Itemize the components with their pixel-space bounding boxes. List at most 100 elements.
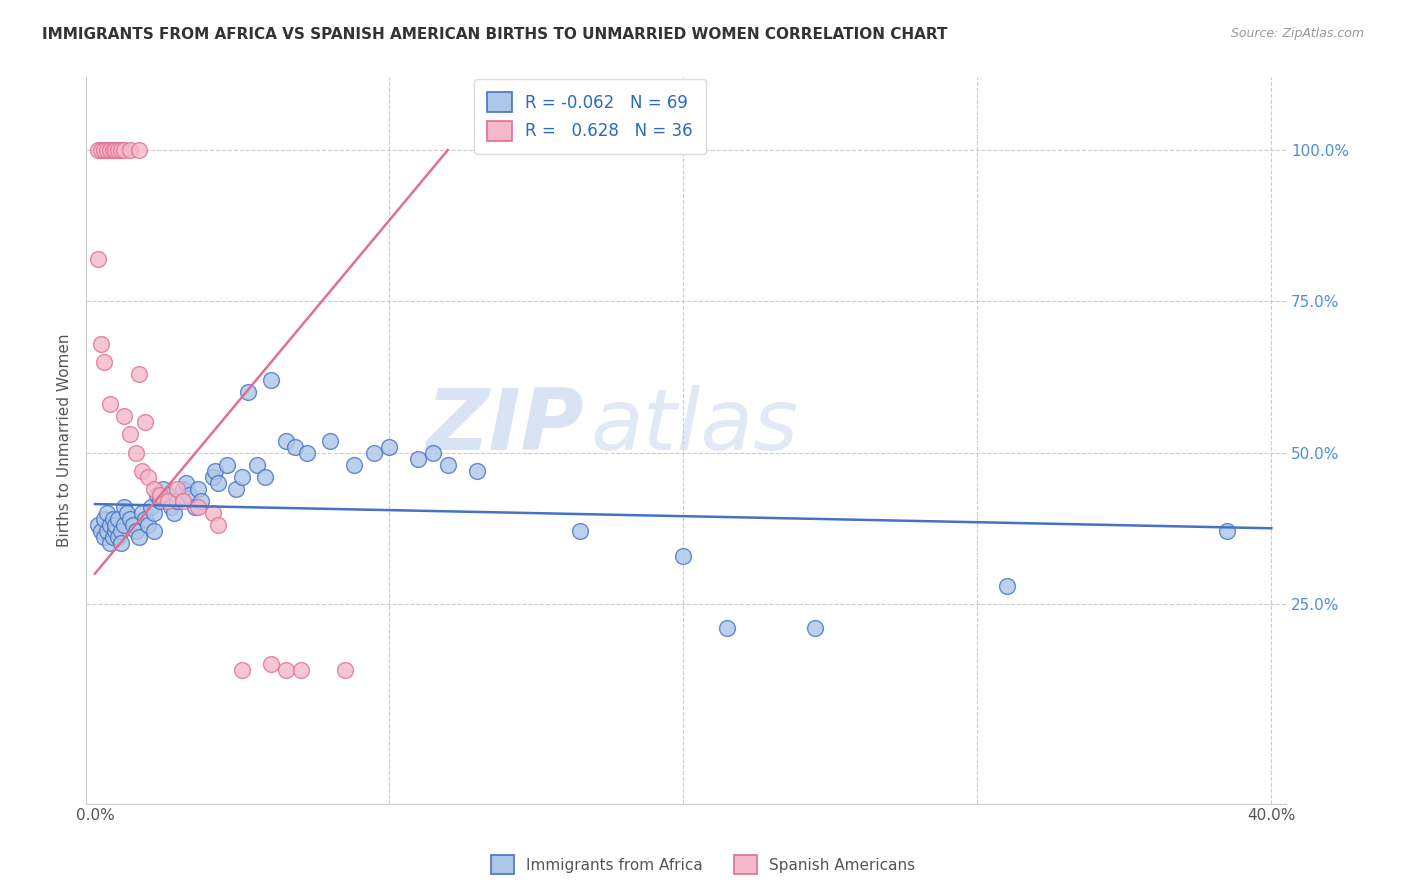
Point (139, 500, 162, 514)
Point (149, 488, 172, 502)
Point (716, 621, 738, 635)
Point (122, 518, 145, 533)
Point (125, 524, 148, 539)
Point (112, 500, 135, 514)
Point (149, 494, 172, 508)
Point (142, 524, 165, 539)
Text: atlas: atlas (591, 384, 799, 467)
Point (104, 524, 127, 539)
Point (96, 506, 118, 520)
Point (672, 549, 695, 563)
Point (131, 506, 153, 520)
Point (87, 143, 110, 157)
Point (112, 143, 135, 157)
Point (120, 512, 142, 526)
Point (152, 482, 174, 496)
Point (569, 524, 592, 539)
Point (422, 445, 444, 459)
Point (166, 482, 188, 496)
Point (104, 518, 127, 533)
Point (260, 657, 283, 672)
Point (142, 506, 165, 520)
Point (207, 518, 229, 533)
Point (207, 475, 229, 490)
Legend: Immigrants from Africa, Spanish Americans: Immigrants from Africa, Spanish American… (485, 849, 921, 880)
Point (90, 143, 112, 157)
Point (160, 500, 183, 514)
Point (184, 500, 207, 514)
Text: Source: ZipAtlas.com: Source: ZipAtlas.com (1230, 27, 1364, 40)
Point (166, 494, 188, 508)
Point (128, 530, 150, 544)
Point (98, 397, 121, 411)
Point (104, 143, 127, 157)
Point (343, 458, 366, 472)
Point (131, 464, 153, 478)
Point (204, 464, 226, 478)
Point (112, 409, 135, 424)
Point (172, 494, 194, 508)
Point (260, 373, 283, 387)
Point (128, 143, 150, 157)
Point (134, 416, 156, 430)
Legend: R = -0.062   N = 69, R =   0.628   N = 36: R = -0.062 N = 69, R = 0.628 N = 36 (474, 78, 706, 154)
Point (87, 252, 110, 266)
Point (93, 530, 115, 544)
Point (187, 482, 209, 496)
Point (231, 470, 253, 484)
Point (995, 579, 1018, 593)
Point (98, 143, 121, 157)
Text: ZIP: ZIP (426, 384, 583, 467)
Point (295, 445, 318, 459)
Point (107, 143, 129, 157)
Point (120, 143, 142, 157)
Point (110, 524, 132, 539)
Point (333, 664, 356, 678)
Point (98, 518, 121, 533)
Point (93, 512, 115, 526)
Point (112, 518, 135, 533)
Point (101, 530, 124, 544)
Point (157, 488, 180, 502)
Point (378, 440, 401, 454)
Point (246, 458, 269, 472)
Point (177, 488, 200, 502)
Point (125, 445, 148, 459)
Point (187, 500, 209, 514)
Point (134, 512, 156, 526)
Point (93, 143, 115, 157)
Point (145, 488, 167, 502)
Text: IMMIGRANTS FROM AFRICA VS SPANISH AMERICAN BIRTHS TO UNMARRIED WOMEN CORRELATION: IMMIGRANTS FROM AFRICA VS SPANISH AMERIC… (42, 27, 948, 42)
Point (190, 494, 212, 508)
Point (254, 470, 277, 484)
Point (96, 143, 118, 157)
Point (136, 518, 159, 533)
Point (174, 475, 197, 490)
Point (201, 470, 224, 484)
Point (120, 427, 142, 442)
Point (225, 482, 247, 496)
Point (87, 518, 110, 533)
Point (163, 506, 186, 520)
Point (201, 506, 224, 520)
Point (1216, 524, 1239, 539)
Point (90, 336, 112, 351)
Point (93, 355, 115, 369)
Point (110, 143, 132, 157)
Point (465, 464, 488, 478)
Point (96, 524, 118, 539)
Point (363, 445, 385, 459)
Point (319, 434, 342, 448)
Point (136, 470, 159, 484)
Point (115, 506, 138, 520)
Point (436, 458, 458, 472)
Point (107, 512, 129, 526)
Point (128, 367, 150, 381)
Point (110, 536, 132, 550)
Point (274, 664, 297, 678)
Point (231, 664, 253, 678)
Point (90, 524, 112, 539)
Y-axis label: Births to Unmarried Women: Births to Unmarried Women (58, 334, 72, 548)
Point (804, 621, 827, 635)
Point (284, 440, 307, 454)
